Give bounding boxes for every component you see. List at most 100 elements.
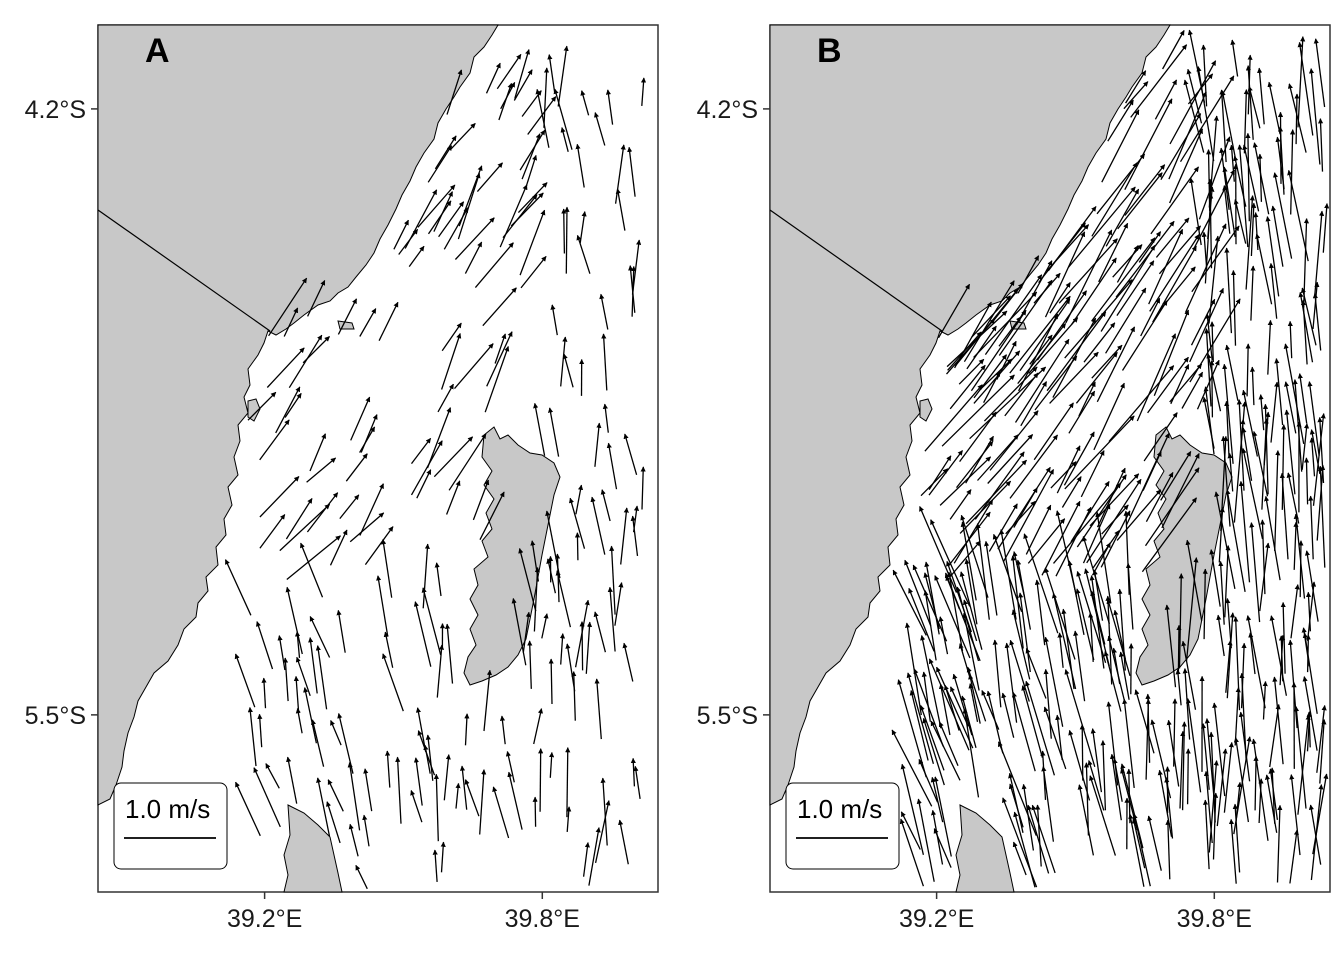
current-arrow (576, 234, 591, 274)
current-arrow (1009, 434, 1059, 499)
current-arrow (1011, 691, 1036, 772)
current-arrow (966, 325, 997, 370)
current-arrow (1089, 775, 1117, 856)
current-arrow (991, 283, 1024, 324)
current-arrow (484, 346, 510, 413)
current-arrow (1183, 79, 1205, 153)
current-arrow (1056, 445, 1081, 494)
current-arrow (1012, 841, 1027, 876)
current-arrow (1116, 489, 1162, 541)
current-arrow (640, 77, 647, 106)
current-arrow (968, 673, 981, 724)
current-arrow (308, 637, 318, 694)
current-arrow (923, 590, 937, 661)
current-arrow (410, 437, 432, 464)
current-arrow (288, 334, 323, 389)
current-arrow (1053, 482, 1122, 564)
current-arrow (574, 532, 581, 561)
current-arrow (952, 673, 973, 736)
current-arrow (632, 505, 640, 533)
current-arrow (1013, 811, 1036, 888)
current-arrow (1061, 476, 1082, 508)
current-arrow (963, 280, 1015, 363)
current-arrow (309, 433, 327, 472)
current-arrow (1250, 202, 1257, 257)
current-arrow (937, 283, 971, 339)
current-arrow (593, 611, 607, 653)
current-arrow (1230, 269, 1237, 346)
current-arrow (1034, 579, 1046, 646)
current-arrow (562, 353, 574, 388)
current-arrow (520, 255, 547, 289)
scale-label: 1.0 m/s (125, 794, 210, 824)
current-arrow (1009, 639, 1030, 702)
current-arrow (499, 184, 528, 248)
current-arrow (1283, 343, 1305, 445)
current-arrow (960, 514, 989, 598)
current-arrow (1262, 680, 1268, 720)
current-arrow (410, 790, 423, 823)
current-arrow (1245, 132, 1251, 222)
current-arrow (235, 781, 261, 837)
current-arrow (959, 480, 1012, 534)
current-arrow (909, 689, 929, 761)
current-arrow (1286, 472, 1300, 524)
current-arrow (1091, 162, 1138, 237)
current-arrow (561, 208, 567, 254)
current-arrow (973, 354, 1008, 399)
current-arrow (1068, 729, 1091, 801)
current-arrow (1073, 630, 1086, 702)
current-arrow (1309, 437, 1316, 477)
country-border-line (97, 209, 271, 332)
current-arrow (306, 457, 337, 483)
current-arrow (1079, 724, 1085, 781)
current-arrow (1091, 237, 1156, 322)
current-arrow (1067, 186, 1136, 268)
current-arrow (984, 540, 998, 616)
current-arrow (1071, 257, 1117, 325)
current-arrow (1229, 144, 1235, 182)
current-arrow (1128, 813, 1145, 887)
current-arrow (1116, 260, 1155, 316)
current-arrow (1245, 195, 1255, 290)
current-arrow (1160, 113, 1202, 181)
current-arrow (1145, 471, 1174, 523)
current-arrow (918, 758, 939, 803)
current-arrow (507, 771, 523, 830)
current-arrow (1116, 245, 1139, 283)
current-arrow (1313, 38, 1326, 108)
current-arrow (326, 801, 341, 844)
current-arrow (575, 143, 585, 188)
x-tick-label: 39.2°E (227, 905, 302, 933)
current-arrow (1317, 416, 1325, 484)
current-arrow (1076, 474, 1127, 548)
current-arrow (1147, 815, 1162, 871)
current-arrow (294, 631, 301, 658)
current-arrow (1138, 231, 1162, 263)
current-arrow (1105, 188, 1140, 247)
current-arrow (1218, 560, 1225, 625)
current-arrow (496, 53, 522, 90)
current-arrow (1312, 281, 1320, 330)
current-arrow (1113, 609, 1127, 660)
current-arrow (347, 762, 361, 831)
current-arrow (499, 715, 506, 745)
current-arrow (443, 754, 451, 801)
current-arrow (1196, 359, 1220, 410)
current-arrow (383, 631, 394, 668)
current-arrow (1298, 291, 1314, 363)
current-arrow (1089, 575, 1105, 669)
current-arrow (1155, 217, 1190, 258)
current-arrow (988, 503, 1018, 552)
current-arrow (1117, 172, 1163, 230)
current-arrow (1087, 612, 1094, 662)
current-arrow (427, 145, 453, 183)
current-arrow (1248, 632, 1256, 675)
current-arrow (441, 322, 462, 352)
current-arrow (983, 371, 1001, 404)
current-arrow (1083, 322, 1116, 363)
current-arrow (1240, 401, 1248, 449)
current-arrow (1218, 506, 1225, 563)
current-arrow (1253, 755, 1259, 811)
current-arrow (498, 82, 513, 121)
